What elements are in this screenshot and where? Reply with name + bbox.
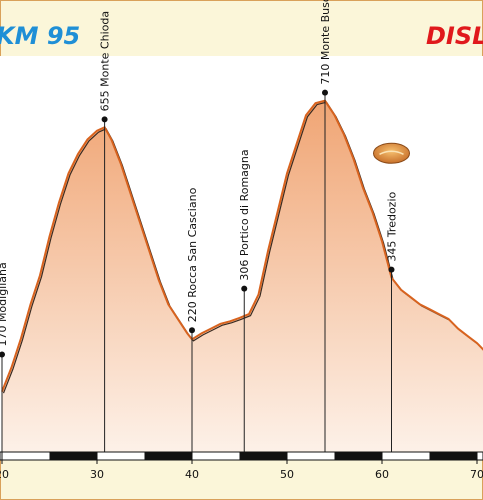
- waypoint-dot: [322, 89, 328, 96]
- axis-stripe: [334, 452, 382, 460]
- waypoint-label: 306 Portico di Romagna: [238, 149, 251, 280]
- waypoint-1: 655 Monte Chioda: [99, 11, 112, 452]
- bun-highlight: [379, 150, 404, 155]
- axis-stripe: [239, 452, 287, 460]
- waypoint-dot: [0, 351, 5, 358]
- waypoint-label: 345 Tredozio: [386, 191, 399, 261]
- waypoint-dot: [189, 327, 195, 334]
- waypoint-layer: 170 Modigliana 655 Monte Chioda 220 Rocca …: [0, 0, 410, 452]
- profile-line: [1, 99, 483, 392]
- axis-stripe: [429, 452, 477, 460]
- waypoint-label: 220 Rocca San Casciano: [186, 187, 199, 322]
- waypoint-3: 306 Portico di Romagna: [238, 149, 251, 452]
- bun-shape: [373, 142, 410, 164]
- waypoint-label: 710 Monte Busca: [319, 0, 332, 85]
- waypoint-label: 655 Monte Chioda: [99, 11, 112, 111]
- x-tick-label: 50: [280, 468, 294, 481]
- waypoint-label: 170 Modigliana: [0, 262, 9, 346]
- waypoint-0: 170 Modigliana: [0, 262, 9, 452]
- feed-zone-icon: [373, 142, 410, 164]
- x-tick-label: 40: [185, 468, 199, 481]
- waypoint-dot: [101, 116, 108, 123]
- x-tick-label: 60: [375, 468, 389, 481]
- x-tick-label: 70: [470, 468, 483, 481]
- x-tick-label: 30: [90, 468, 104, 481]
- waypoint-4: 710 Monte Busca: [319, 0, 332, 452]
- distance-title: KM 95: [0, 22, 80, 50]
- waypoint-dot: [241, 285, 248, 292]
- profile-area-layer: [1, 99, 483, 452]
- waypoint-5: 345 Tredozio: [386, 191, 399, 452]
- waypoint-dot: [388, 266, 395, 273]
- elevation-title: DISLIVELLO: [426, 22, 483, 50]
- x-axis: 20 30 40 50 60 70: [0, 451, 483, 481]
- axis-stripe: [144, 452, 192, 460]
- axis-stripe: [49, 452, 97, 460]
- x-tick-label: 20: [0, 468, 9, 481]
- waypoint-2: 220 Rocca San Casciano: [186, 187, 199, 452]
